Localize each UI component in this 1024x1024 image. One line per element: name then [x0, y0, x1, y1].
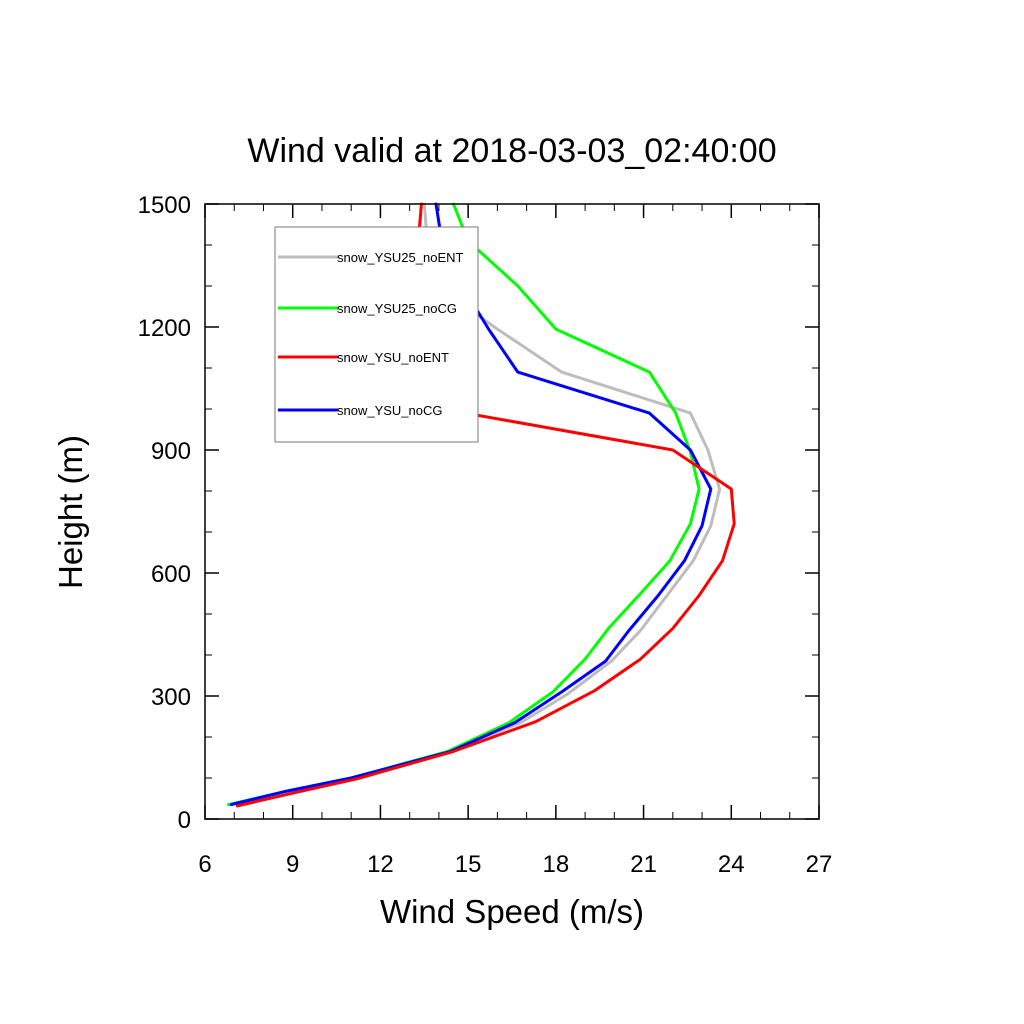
y-tick-label: 1500: [138, 192, 191, 219]
x-tick-label: 6: [198, 851, 211, 878]
legend-label: snow_YSU_noCG: [337, 403, 443, 418]
y-tick-label: 300: [151, 684, 191, 711]
x-tick-label: 24: [718, 851, 745, 878]
legend: snow_YSU25_noENT snow_YSU25_noCG snow_YSU_…: [274, 226, 479, 443]
x-tick-label: 27: [806, 851, 833, 878]
y-tick-label: 900: [151, 438, 191, 465]
legend-label: snow_YSU_noENT: [337, 350, 449, 365]
y-tick-label: 600: [151, 561, 191, 588]
legend-label: snow_YSU25_noENT: [337, 250, 464, 265]
x-tick-label: 12: [367, 851, 394, 878]
chart-title: Wind valid at 2018-03-03_02:40:00: [247, 132, 776, 170]
x-tick-label: 15: [455, 851, 482, 878]
y-axis-label: Height (m): [52, 435, 89, 589]
legend-label: snow_YSU25_noCG: [337, 301, 457, 316]
plot-frame: [204, 203, 820, 820]
y-tick-label: 1200: [138, 315, 191, 342]
x-axis-label: Wind Speed (m/s): [380, 893, 644, 930]
axis-ticks: 6 9 12 15 18 21 24 27 0 300 600 900 1200 1500: [138, 192, 833, 878]
x-tick-label: 18: [543, 851, 570, 878]
x-tick-label: 9: [286, 851, 299, 878]
x-tick-label: 21: [630, 851, 657, 878]
legend-box: [274, 226, 479, 443]
y-tick-label: 0: [178, 807, 191, 834]
